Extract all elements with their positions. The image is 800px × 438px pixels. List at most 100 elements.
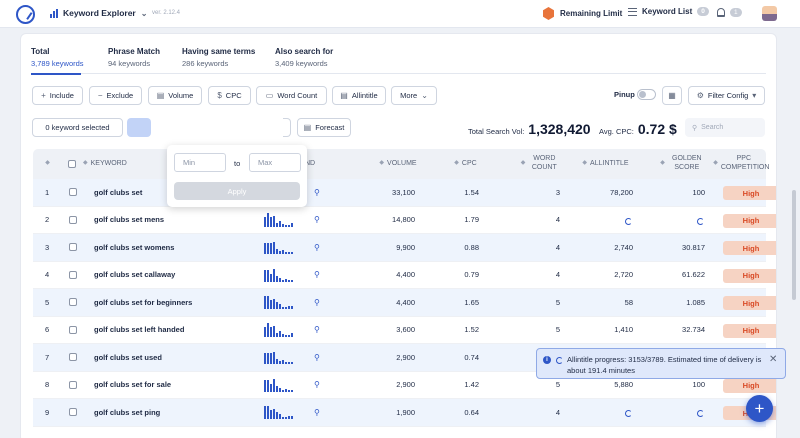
golden-score-cell: 100 (692, 187, 705, 197)
avatar[interactable] (762, 6, 777, 21)
bell-icon (717, 8, 725, 17)
search-icon[interactable]: ⚲ (314, 187, 320, 197)
row-checkbox[interactable] (69, 408, 77, 417)
search-icon[interactable]: ⚲ (314, 407, 320, 417)
columns-button[interactable]: ▦ (662, 86, 682, 105)
allintitle-label: Allintitle (351, 91, 378, 100)
header-cpc[interactable]: ◆ CPC (443, 149, 488, 179)
keyword-cell[interactable]: golf clubs set ping (94, 407, 161, 417)
search-icon[interactable]: ⚲ (314, 297, 320, 307)
table-row[interactable]: 1 golf clubs set ⚲ 33,100 1.54 3 78,200 100 High (33, 179, 776, 207)
allintitle-cell: 1,410 (614, 325, 633, 335)
top-bar: Keyword Explorer ⌄ ver. 2.12.4 Remaining… (0, 0, 800, 28)
document-icon: ▤ (340, 91, 348, 100)
row-checkbox[interactable] (69, 380, 77, 389)
allintitle-cell: 2,720 (614, 270, 633, 280)
keyword-cell[interactable]: golf clubs set callaway (94, 270, 176, 280)
volume-cell: 4,400 (396, 270, 415, 280)
search-icon[interactable]: ⚲ (314, 352, 320, 362)
keyword-cell[interactable]: golf clubs set mens (94, 215, 165, 225)
search-icon[interactable]: ⚲ (314, 380, 320, 390)
loading-spinner-icon (556, 357, 563, 364)
more-filters-button[interactable]: More ⌄ (391, 86, 437, 105)
max-input[interactable]: Max (249, 153, 301, 172)
hidden-button-edge[interactable] (283, 118, 291, 137)
row-checkbox[interactable] (69, 243, 77, 252)
volume-cell: 33,100 (392, 187, 415, 197)
add-to-list-button[interactable] (127, 118, 151, 137)
app-switcher[interactable]: Keyword Explorer ⌄ (50, 8, 147, 18)
table-row[interactable]: 6 golf clubs set left handed ⚲ 3,600 1.52 5 1,… (33, 317, 776, 344)
ppc-badge: High (723, 296, 776, 310)
filter-config-button[interactable]: ⚙ Filter Config ▾ (688, 86, 765, 105)
search-icon[interactable]: ⚲ (314, 215, 320, 225)
ppc-badge: High (723, 241, 776, 255)
search-icon[interactable]: ⚲ (314, 325, 320, 335)
cpc-filter-button[interactable]: $ CPC (208, 86, 251, 105)
volume-filter-button[interactable]: ▤ Volume (148, 86, 202, 105)
tab-having-same-terms[interactable]: Having same terms 286 keywords (182, 47, 255, 68)
table-row[interactable]: 3 golf clubs set womens ⚲ 9,900 0.88 4 2,740 30… (33, 234, 776, 262)
apply-button[interactable]: Apply (174, 182, 300, 200)
cpc-cell: 0.64 (464, 407, 479, 417)
header-keyword[interactable]: ◆ KEYWORD (83, 149, 143, 179)
include-button[interactable]: + Include (32, 86, 83, 105)
exclude-button[interactable]: − Exclude (89, 86, 142, 105)
forecast-label: Forecast (315, 123, 345, 132)
keyword-cell[interactable]: golf clubs set for beginners (94, 297, 193, 307)
select-all-checkbox[interactable] (66, 149, 78, 179)
row-index: 5 (45, 297, 50, 307)
keyword-cell[interactable]: golf clubs set used (94, 352, 162, 362)
tab-count: 94 keywords (108, 59, 151, 68)
min-input[interactable]: Min (174, 153, 226, 172)
keyword-list-button[interactable]: Keyword List 0 (628, 7, 709, 16)
row-checkbox[interactable] (69, 188, 77, 197)
search-input[interactable]: ⚲ Search (685, 118, 765, 137)
add-button[interactable]: + (746, 395, 773, 422)
tab-also-search-for[interactable]: Also search for 3,409 keywords (275, 47, 333, 68)
keyword-cell[interactable]: golf clubs set womens (94, 242, 175, 252)
average-cpc-value: 0.72 $ (637, 121, 677, 137)
row-checkbox[interactable] (69, 325, 77, 334)
keyword-cell[interactable]: golf clubs set for sale (94, 380, 172, 390)
row-checkbox[interactable] (69, 270, 77, 279)
row-checkbox[interactable] (69, 353, 77, 362)
header-allintitle[interactable]: ◆ ALLINTITLE (568, 149, 643, 179)
keyword-cell[interactable]: golf clubs set left handed (94, 325, 185, 335)
row-checkbox[interactable] (69, 215, 77, 224)
total-search-volume-label: Total Search Vol: (468, 127, 525, 136)
header-ppc-label: PPC COMPETITION (720, 155, 770, 171)
forecast-button[interactable]: ▤ Forecast (297, 118, 351, 137)
scrollbar[interactable] (792, 190, 796, 300)
header-volume[interactable]: ◆ VOLUME (368, 149, 428, 179)
tab-total[interactable]: Total 3,789 keywords (31, 47, 84, 75)
notification-count: 1 (730, 8, 742, 17)
app-name: Keyword Explorer (63, 8, 136, 18)
app-logo-icon[interactable] (16, 5, 35, 24)
row-checkbox[interactable] (69, 298, 77, 307)
pinup-toggle[interactable] (637, 89, 656, 100)
sort-index-icon[interactable]: ◆ (45, 160, 50, 167)
notifications-button[interactable]: 1 (717, 8, 742, 17)
search-icon[interactable]: ⚲ (314, 242, 320, 252)
table-row[interactable]: 2 golf clubs set mens ⚲ 14,800 1.79 4 High (33, 207, 776, 234)
table-row[interactable]: 8 golf clubs set for sale ⚲ 2,900 1.42 5 5,880… (33, 372, 776, 399)
header-golden-score[interactable]: ◆ GOLDEN SCORE (653, 149, 713, 179)
search-icon[interactable]: ⚲ (314, 270, 320, 280)
table-row[interactable]: 4 golf clubs set callaway ⚲ 4,400 0.79 4 2,720… (33, 262, 776, 289)
header-word-count[interactable]: ◆ WORD COUNT (513, 149, 568, 179)
result-tabs: Total 3,789 keywords Phrase Match 94 key… (31, 47, 766, 75)
remaining-limit-button[interactable]: Remaining Limit (543, 7, 622, 20)
close-icon[interactable]: ✕ (769, 354, 778, 365)
header-ppc-competition[interactable]: ◆ PPC COMPETITION (713, 149, 770, 179)
sort-icon: ◆ (454, 160, 459, 167)
tab-phrase-match[interactable]: Phrase Match 94 keywords (108, 47, 160, 68)
allintitle-filter-button[interactable]: ▤ Allintitle (332, 86, 386, 105)
keyword-cell[interactable]: golf clubs set (94, 187, 143, 197)
table-row[interactable]: 5 golf clubs set for beginners ⚲ 4,400 1.65 5… (33, 289, 776, 317)
exclude-label: Exclude (106, 91, 134, 100)
keyword-list-label: Keyword List (642, 7, 693, 16)
filter-config-label: Filter Config (707, 91, 749, 100)
word-count-filter-button[interactable]: ▭ Word Count (256, 86, 327, 105)
